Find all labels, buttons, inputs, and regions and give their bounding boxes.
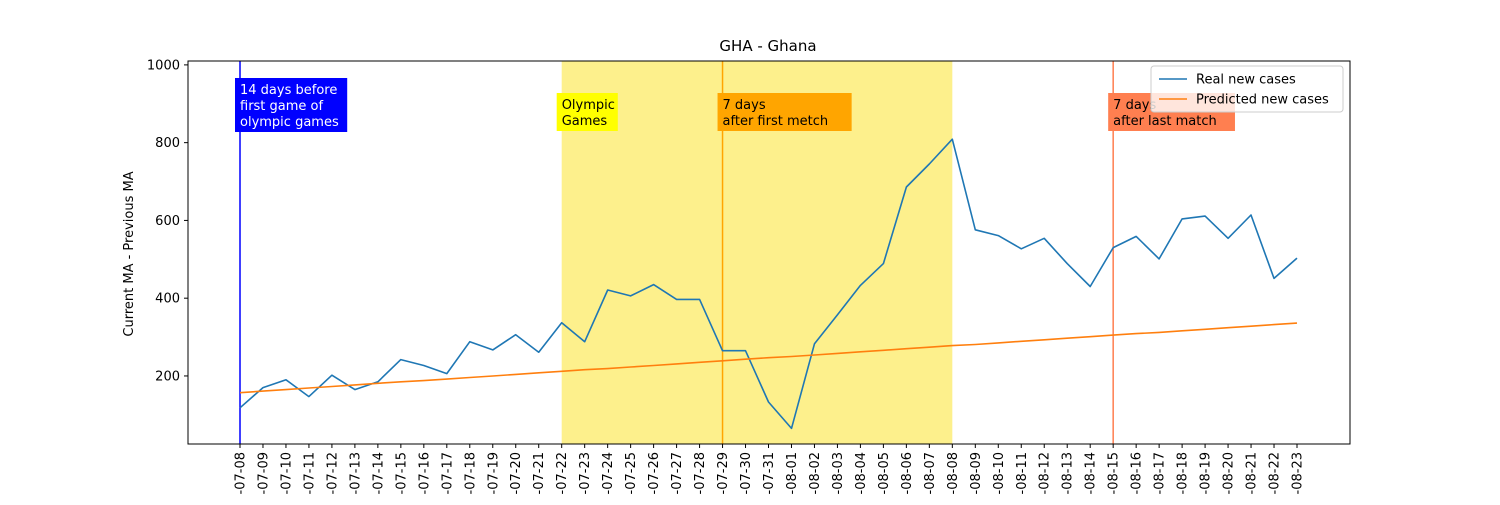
x-tick-label-34: -08-11 [1015, 452, 1030, 494]
annotation-box-0 [235, 78, 348, 132]
x-tick-label-31: -08-08 [946, 452, 961, 494]
y-axis-label: Current MA - Previous MA [122, 171, 137, 336]
x-tick-label-11: -07-19 [486, 452, 501, 494]
annotation-box-2 [717, 93, 852, 131]
x-tick-label-36: -08-13 [1061, 452, 1076, 494]
x-tick-label-18: -07-26 [647, 452, 662, 494]
annotation-text-0-1: first game of [240, 99, 324, 114]
x-tick-label-46: -08-23 [1291, 452, 1306, 494]
x-tick-label-28: -08-05 [877, 452, 892, 494]
x-tick-label-16: -07-24 [601, 452, 616, 494]
y-tick-label-2: 600 [155, 214, 180, 229]
x-tick-label-37: -08-14 [1084, 452, 1099, 494]
x-tick-label-10: -07-18 [463, 452, 478, 494]
series-line-0 [239, 138, 1298, 430]
x-tick-label-4: -07-12 [325, 452, 340, 494]
chart-title: GHA - Ghana [719, 37, 816, 55]
annotation-text-1-1: Games [562, 114, 608, 129]
legend-label-1: Predicted new cases [1196, 93, 1329, 108]
x-tick-label-7: -07-15 [394, 452, 409, 494]
x-tick-label-43: -08-20 [1222, 452, 1237, 494]
x-tick-label-30: -08-07 [923, 452, 938, 494]
x-tick-label-3: -07-11 [302, 452, 317, 494]
y-tick-label-1: 400 [155, 292, 180, 307]
annotation-text-1-0: Olympic [562, 98, 615, 113]
x-tick-label-45: -08-22 [1268, 452, 1283, 494]
annotation-text-2-1: after first metch [723, 114, 829, 129]
x-tick-label-13: -07-21 [532, 452, 547, 494]
x-tick-label-19: -07-27 [670, 452, 685, 494]
x-tick-label-2: -07-10 [279, 452, 294, 494]
x-tick-label-14: -07-22 [555, 452, 570, 494]
x-tick-label-15: -07-23 [578, 452, 593, 494]
x-tick-label-41: -08-18 [1176, 452, 1191, 494]
x-tick-label-20: -07-28 [693, 452, 708, 494]
annotation-text-0-0: 14 days before [240, 83, 337, 98]
x-tick-label-8: -07-16 [417, 452, 432, 494]
x-tick-label-24: -08-01 [785, 452, 800, 494]
x-tick-label-9: -07-17 [440, 452, 455, 494]
x-tick-label-27: -08-04 [854, 452, 869, 494]
annotation-text-0-2: olympic games [240, 115, 339, 130]
x-tick-label-21: -07-29 [716, 452, 731, 494]
x-tick-label-40: -08-17 [1153, 452, 1168, 494]
x-tick-label-25: -08-02 [808, 452, 823, 494]
y-tick-label-0: 200 [155, 369, 180, 384]
x-tick-label-29: -08-06 [900, 452, 915, 494]
x-tick-label-22: -07-30 [739, 452, 754, 494]
series-line-1 [239, 322, 1298, 394]
x-tick-label-42: -08-19 [1199, 452, 1214, 494]
legend: Real new cases Predicted new cases [1150, 65, 1344, 113]
annotation-text-3-1: after last match [1113, 114, 1217, 129]
y-tick-label-4: 1000 [147, 58, 180, 73]
legend-label-0: Real new cases [1196, 73, 1296, 88]
x-tick-label-12: -07-20 [509, 452, 524, 494]
x-tick-label-0: -07-08 [234, 452, 249, 494]
x-tick-label-5: -07-13 [348, 452, 363, 494]
x-tick-label-39: -08-16 [1130, 452, 1145, 494]
x-tick-label-32: -08-09 [969, 452, 984, 494]
annotation-text-3-0: 7 days [1113, 98, 1156, 113]
x-tick-label-6: -07-14 [371, 452, 386, 494]
x-tick-label-1: -07-09 [256, 452, 271, 494]
x-tick-label-23: -07-31 [762, 452, 777, 494]
x-tick-label-17: -07-25 [624, 452, 639, 494]
x-tick-label-33: -08-10 [992, 452, 1007, 494]
annotation-text-2-0: 7 days [723, 98, 766, 113]
x-tick-label-35: -08-12 [1038, 452, 1053, 494]
x-tick-label-26: -08-03 [831, 452, 846, 494]
y-tick-label-3: 800 [155, 136, 180, 151]
legend-box [1150, 65, 1344, 113]
x-tick-label-44: -08-21 [1245, 452, 1260, 494]
annotation-box-1 [556, 93, 618, 131]
x-tick-label-38: -08-15 [1107, 452, 1122, 494]
